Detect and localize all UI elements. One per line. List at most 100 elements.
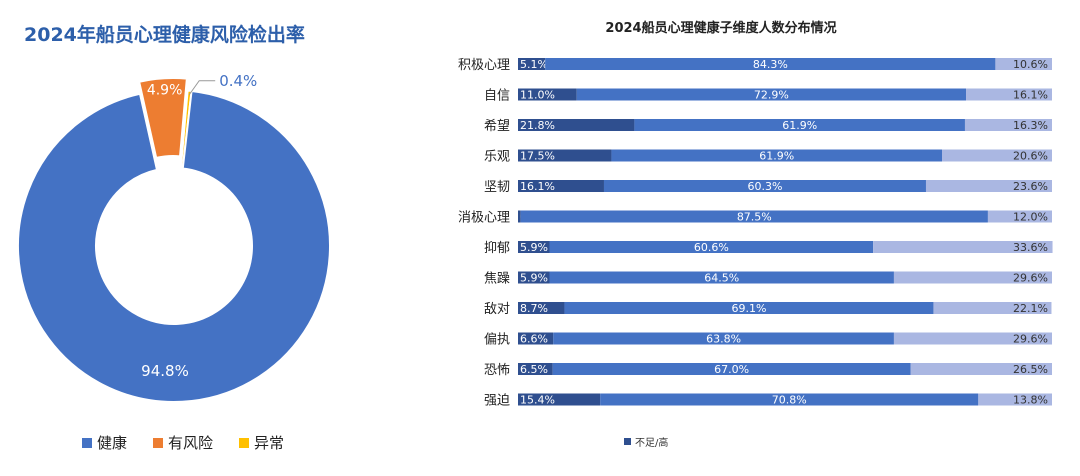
bar-segment-7-1 (549, 271, 894, 284)
bar-segment-2-1 (634, 119, 965, 131)
bar-segment-7-2 (893, 271, 1052, 284)
bar-segment-3-1 (611, 149, 942, 162)
bar-category-label-4: 坚韧 (484, 180, 510, 195)
bar-category-label-0: 积极心理 (458, 58, 510, 73)
bar-legend-swatch (624, 438, 631, 445)
bar-value-label-9-1: 63.8% (706, 333, 741, 346)
donut-legend-swatch-1 (153, 437, 164, 448)
bar-value-label-1-0: 11.0% (520, 89, 555, 102)
bar-value-label-4-0: 16.1% (520, 180, 555, 193)
bar-segment-1-2 (966, 88, 1052, 101)
bar-category-label-7: 焦躁 (484, 272, 510, 287)
bar-value-label-0-2: 10.6% (1013, 58, 1048, 71)
donut-legend-swatch-0 (82, 437, 92, 448)
bar-value-label-2-1: 61.9% (782, 119, 817, 132)
bar-value-label-3-2: 20.6% (1013, 150, 1048, 163)
bar-value-label-10-2: 26.5% (1013, 363, 1048, 376)
donut-leader-line (188, 80, 216, 96)
donut-legend: 健康 有风险 异常 (82, 432, 284, 453)
bar-value-label-1-1: 72.9% (754, 89, 789, 102)
bar-segment-11-2 (978, 393, 1052, 406)
bar-value-label-7-2: 29.6% (1013, 272, 1048, 285)
bar-legend-label: 不足/高 (635, 438, 669, 449)
bar-segment-8-0 (518, 302, 565, 314)
donut-label-healthy: 94.8% (141, 362, 189, 380)
donut-slice-1 (137, 77, 188, 160)
bar-segment-8-1 (564, 302, 934, 314)
bar-segment-1-0 (518, 88, 577, 101)
bar-category-label-2: 希望 (484, 118, 510, 134)
bar-segment-7-0 (518, 271, 550, 284)
bar-value-label-3-1: 61.9% (759, 150, 794, 163)
donut-legend-label-1: 有风险 (168, 434, 214, 452)
bar-chart-title: 2024船员心理健康子维度人数分布情况 (605, 21, 837, 36)
bar-segment-1-1 (576, 88, 967, 101)
bar-segment-3-0 (518, 149, 612, 162)
bar-segment-10-0 (518, 363, 553, 375)
stacked-bar-chart: 积极心理 5.1% 84.3% 10.6% 自信 11.0% 72.9% 16.1% 希望 21.… (458, 58, 1053, 409)
bar-value-label-6-0: 5.9% (520, 241, 548, 254)
bar-segment-2-2 (964, 119, 1052, 131)
bar-segment-9-0 (518, 332, 554, 345)
bar-segment-8-2 (933, 302, 1052, 314)
bar-category-label-3: 乐观 (484, 150, 510, 165)
bar-value-label-8-2: 22.1% (1013, 302, 1048, 315)
bar-segment-5-0 (518, 210, 521, 223)
bar-segment-11-1 (600, 393, 979, 406)
bar-category-label-8: 敌对 (484, 302, 510, 317)
bar-value-label-1-2: 16.1% (1013, 89, 1048, 102)
bar-segment-6-1 (549, 241, 874, 253)
donut-label-risk: 4.9% (147, 82, 183, 98)
bar-value-label-10-1: 67.0% (714, 363, 749, 376)
donut-chart: 94.8% 4.9% 0.4% (17, 72, 331, 403)
bar-value-label-7-1: 64.5% (704, 272, 739, 285)
bar-value-label-11-1: 70.8% (772, 394, 807, 407)
bar-segment-10-2 (910, 363, 1052, 375)
bar-legend: 不足/高 (624, 434, 668, 449)
bar-segment-10-1 (552, 363, 911, 375)
bar-value-label-7-0: 5.9% (520, 272, 548, 285)
bar-value-label-9-0: 6.6% (520, 333, 548, 346)
donut-chart-panel: 2024年船员心理健康风险检出率 94.8% 4.9% 0.4% 健康 有风险 异常 (0, 0, 360, 476)
donut-legend-label-0: 健康 (97, 434, 128, 452)
bar-segment-9-2 (893, 332, 1052, 345)
donut-label-abnormal: 0.4% (219, 72, 257, 90)
bar-value-label-5-2: 12.0% (1013, 211, 1048, 224)
bar-segment-9-1 (553, 332, 894, 345)
bar-value-label-6-2: 33.6% (1013, 241, 1048, 254)
bar-segment-4-1 (603, 180, 926, 192)
bar-value-label-0-1: 84.3% (753, 58, 788, 71)
bar-segment-11-0 (518, 393, 601, 406)
bar-value-label-3-0: 17.5% (520, 150, 555, 163)
bar-value-label-2-2: 16.3% (1013, 119, 1048, 132)
donut-legend-item-1: 有风险 (153, 432, 213, 453)
bar-category-label-10: 恐怖 (484, 362, 510, 378)
bar-segment-5-2 (987, 210, 1052, 223)
bar-category-label-5: 消极心理 (458, 211, 510, 226)
bar-value-label-2-0: 21.8% (520, 119, 555, 132)
bar-segment-6-0 (518, 241, 550, 253)
bar-value-label-9-2: 29.6% (1013, 333, 1048, 346)
bar-value-label-11-0: 15.4% (520, 394, 555, 407)
bar-segment-4-2 (925, 180, 1052, 192)
bar-category-label-6: 抑郁 (484, 241, 510, 256)
donut-legend-item-2: 异常 (239, 432, 284, 453)
bar-value-label-8-0: 8.7% (520, 302, 548, 315)
bar-value-label-8-1: 69.1% (731, 302, 766, 315)
donut-legend-item-0: 健康 (82, 432, 127, 453)
bar-segment-2-0 (518, 119, 635, 131)
bar-segment-4-0 (518, 180, 604, 192)
bar-segment-3-2 (941, 149, 1052, 162)
stacked-bar-chart-panel: 2024船员心理健康子维度人数分布情况 积极心理 5.1% 84.3% 10.6% 自信… (362, 0, 1080, 476)
bar-value-label-0-0: 5.1% (520, 58, 548, 71)
bar-segment-0-2 (995, 58, 1052, 70)
bar-category-label-9: 偏执 (484, 333, 510, 348)
bar-segment-0-0 (518, 58, 546, 70)
donut-chart-title: 2024年船员心理健康风险检出率 (24, 24, 305, 46)
bar-segment-5-1 (520, 210, 988, 223)
bar-value-label-6-1: 60.6% (694, 241, 729, 254)
bar-value-label-4-2: 23.6% (1013, 180, 1048, 193)
bar-value-label-5-1: 87.5% (737, 211, 772, 224)
donut-slice-0 (17, 89, 331, 403)
bar-value-label-11-2: 13.8% (1013, 394, 1048, 407)
